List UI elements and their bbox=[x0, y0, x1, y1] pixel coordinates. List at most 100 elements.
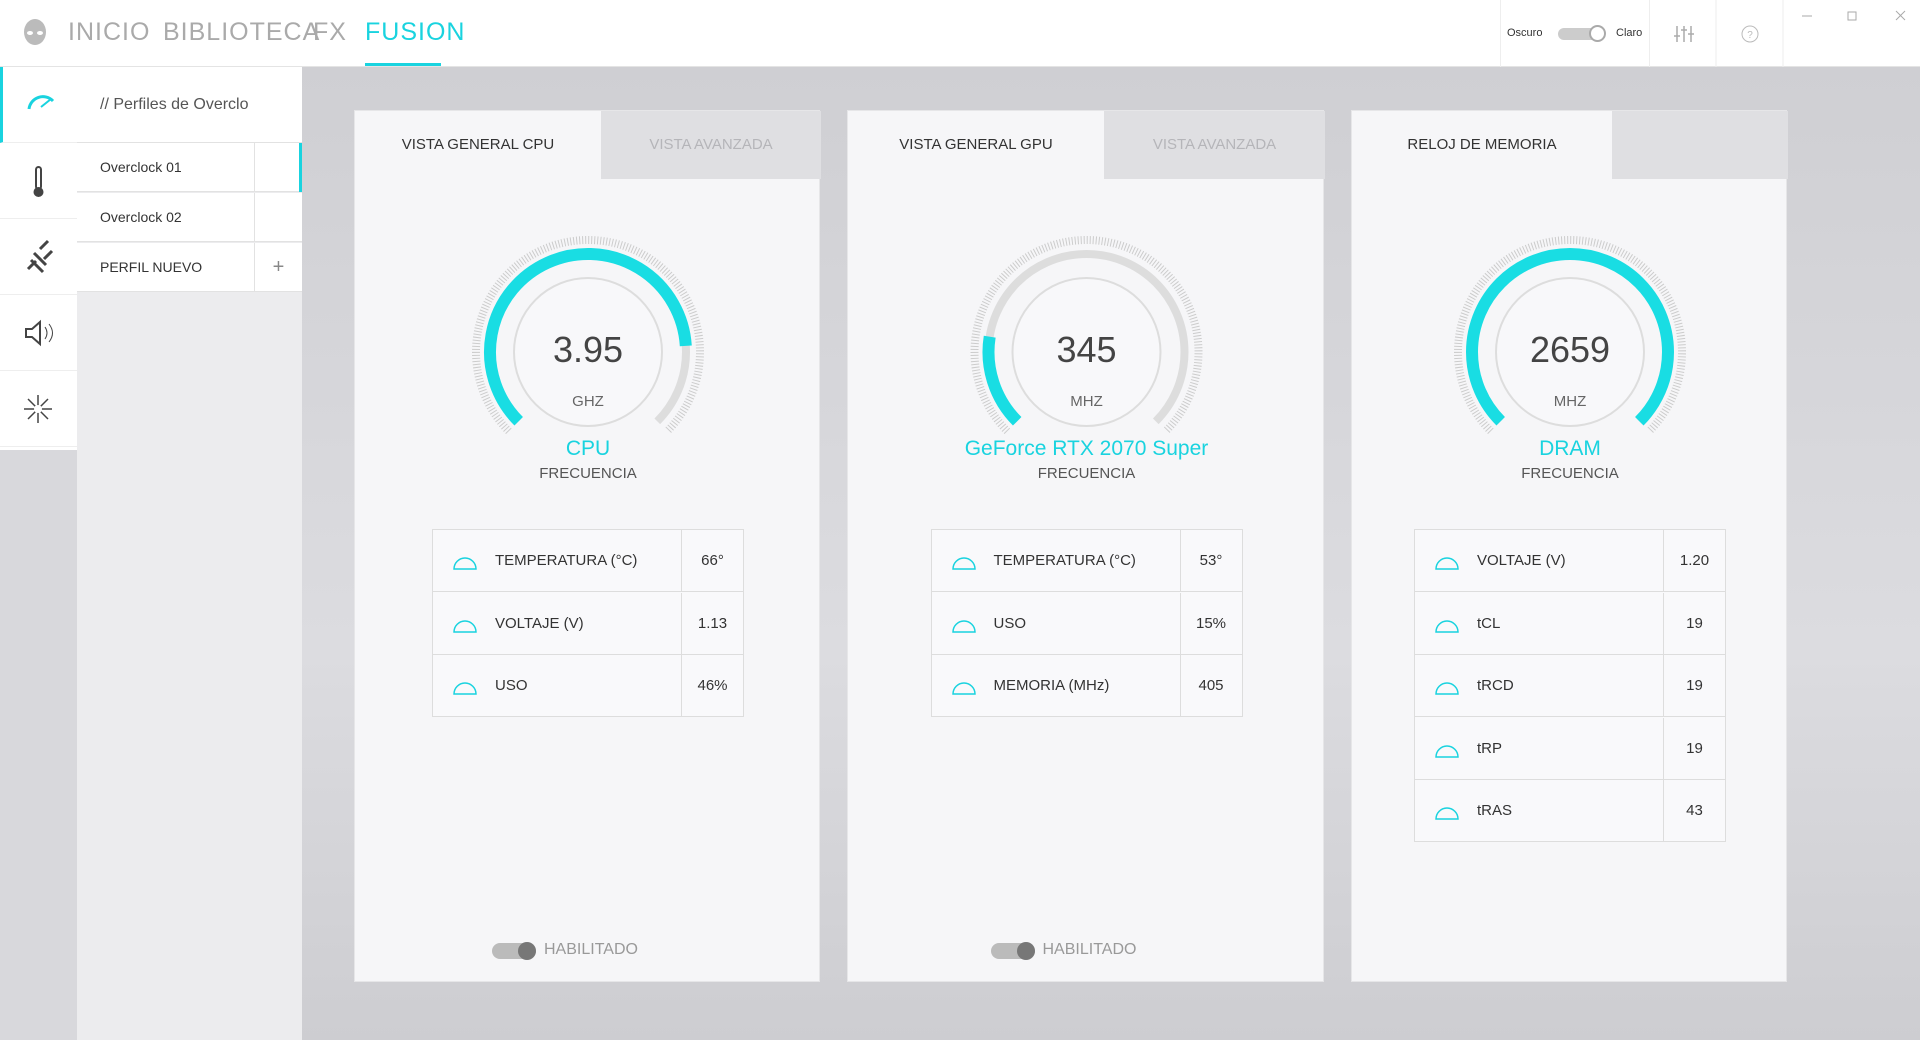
gauge-label: FRECUENCIA bbox=[1521, 465, 1619, 482]
row-icon bbox=[1435, 682, 1459, 695]
gauge bbox=[472, 236, 704, 435]
row-icon bbox=[951, 682, 976, 695]
row-label: USO bbox=[993, 614, 1027, 632]
toggle-label: HABILITADO bbox=[544, 941, 638, 958]
gauge-value: 3.95 bbox=[552, 329, 624, 370]
stats-row: USO 46% bbox=[433, 655, 743, 717]
gauge-label: FRECUENCIA bbox=[1037, 465, 1136, 482]
stats-table: TEMPERATURA (°C) 53° USO 15% MEMORIA (MHz) 40… bbox=[930, 529, 1243, 717]
panel-tab[interactable]: RELOJ DE MEMORIA bbox=[1407, 136, 1557, 153]
panel-tab[interactable]: VISTA AVANZADA bbox=[601, 111, 821, 179]
profile-label: PERFIL NUEVO bbox=[100, 259, 203, 275]
row-icon-shape bbox=[453, 557, 477, 570]
gauge-name: GeForce RTX 2070 Super bbox=[964, 437, 1209, 460]
row-label: VOLTAJE (V) bbox=[495, 614, 584, 632]
row-value: 19 bbox=[1663, 717, 1725, 780]
row-icon bbox=[453, 557, 477, 570]
stats-row: TEMPERATURA (°C) 66° bbox=[433, 530, 743, 592]
panel-tab[interactable]: VISTA GENERAL GPU bbox=[899, 136, 1053, 153]
row-value: 19 bbox=[1663, 592, 1725, 655]
theme-right: Claro bbox=[1616, 27, 1643, 39]
row-icon bbox=[1435, 557, 1459, 570]
gauge-label: FRECUENCIA bbox=[539, 465, 637, 482]
overclock-icon[interactable] bbox=[0, 67, 77, 143]
power-icon[interactable] bbox=[0, 219, 77, 295]
row-label: TEMPERATURA (°C) bbox=[495, 552, 638, 569]
enable-toggle[interactable]: HABILITADO bbox=[492, 941, 692, 961]
row-icon-shape bbox=[453, 682, 477, 695]
enable-toggle[interactable]: HABILITADO bbox=[990, 941, 1191, 961]
row-value: 1.13 bbox=[681, 592, 743, 655]
row-icon bbox=[453, 682, 477, 695]
help-button[interactable]: ? bbox=[1717, 0, 1784, 67]
settings-button[interactable] bbox=[1650, 0, 1717, 67]
theme-toggle[interactable]: Oscuro Claro bbox=[1500, 0, 1650, 67]
gauge-inner bbox=[1495, 277, 1645, 427]
toggle-knob bbox=[518, 942, 536, 960]
thermal-icon[interactable] bbox=[0, 143, 77, 219]
audio-icon[interactable] bbox=[0, 295, 77, 371]
row-icon bbox=[453, 619, 477, 633]
row-value: 1.20 bbox=[1663, 530, 1725, 592]
gauge-name: CPU bbox=[565, 437, 611, 460]
svg-text:?: ? bbox=[1747, 30, 1753, 41]
row-icon bbox=[1435, 807, 1459, 820]
row-icon bbox=[951, 619, 976, 633]
theme-left: Oscuro bbox=[1507, 27, 1543, 39]
row-label: VOLTAJE (V) bbox=[1477, 552, 1566, 569]
row-icon bbox=[1435, 619, 1459, 633]
stats-table: TEMPERATURA (°C) 66° VOLTAJE (V) 1.13 USO 46% bbox=[432, 529, 744, 717]
stats-row: MEMORIA (MHz) 405 bbox=[931, 655, 1242, 717]
profile-item[interactable]: Overclock 02 bbox=[77, 193, 302, 242]
toggle-knob bbox=[1016, 942, 1035, 960]
sidebar bbox=[0, 67, 77, 450]
active-underline bbox=[365, 63, 441, 66]
row-value: 66° bbox=[681, 530, 743, 592]
profile-label: Overclock 02 bbox=[100, 209, 182, 225]
stats-row: TEMPERATURA (°C) 53° bbox=[931, 530, 1242, 592]
gauge-fill bbox=[484, 248, 692, 426]
window-controls[interactable] bbox=[1784, 0, 1920, 40]
gauge-unit: GHZ bbox=[572, 393, 604, 410]
row-label: USO bbox=[495, 677, 528, 694]
row-value: 43 bbox=[1663, 780, 1725, 842]
tab-filler bbox=[1612, 111, 1788, 179]
gauge-inner bbox=[513, 277, 663, 427]
toggle-label: HABILITADO bbox=[1042, 941, 1137, 958]
row-icon-shape bbox=[1435, 807, 1459, 820]
row-label: TEMPERATURA (°C) bbox=[993, 552, 1136, 569]
logo bbox=[24, 19, 46, 45]
gauge-fill bbox=[982, 335, 1022, 426]
knob bbox=[1589, 25, 1606, 42]
stats-row: tRCD 19 bbox=[1415, 655, 1725, 717]
row-icon-shape bbox=[453, 619, 477, 633]
row-label: tRCD bbox=[1477, 677, 1514, 694]
row-icon-shape bbox=[1435, 682, 1459, 695]
row-label: MEMORIA (MHz) bbox=[993, 677, 1110, 694]
gauge-name: DRAM bbox=[1539, 437, 1601, 460]
row-icon-shape bbox=[951, 557, 976, 570]
panel: RELOJ DE MEMORIA 2659 MHZ DRAM FRECUENCIA VOL… bbox=[1351, 110, 1788, 982]
panel-tab[interactable]: VISTA GENERAL CPU bbox=[401, 136, 555, 153]
nav-tab[interactable]: BIBLIOTECA bbox=[163, 18, 321, 46]
gauge bbox=[1454, 236, 1686, 435]
main-area: VISTA GENERAL CPU VISTA AVANZADA 3.95 GHZ CP… bbox=[302, 67, 1920, 1040]
profile-item[interactable]: PERFIL NUEVO + bbox=[77, 243, 302, 292]
row-label: tRP bbox=[1477, 739, 1503, 757]
gauge bbox=[970, 236, 1203, 435]
lighting-icon[interactable] bbox=[0, 371, 77, 447]
nav-tab[interactable]: INICIO bbox=[68, 18, 151, 46]
profiles-title: // Perfiles de Overclo bbox=[77, 67, 302, 143]
row-label: tCL bbox=[1477, 614, 1501, 632]
profile-label: Overclock 01 bbox=[100, 159, 182, 175]
stats-table: VOLTAJE (V) 1.20 tCL 19 tRCD 19 tRP 19 tRAS 43 bbox=[1414, 529, 1726, 842]
profile-item[interactable]: Overclock 01 bbox=[77, 143, 302, 192]
row-icon-shape bbox=[1435, 744, 1459, 758]
stats-row: tRAS 43 bbox=[1415, 780, 1725, 842]
nav-tab[interactable]: FX bbox=[313, 18, 347, 46]
nav-tab[interactable]: FUSION bbox=[365, 18, 466, 46]
row-icon-shape bbox=[951, 682, 976, 695]
profiles-pane: // Perfiles de Overclo Overclock 01 Over… bbox=[77, 67, 302, 1040]
panel-tab[interactable]: VISTA AVANZADA bbox=[1104, 111, 1325, 179]
stats-row: tRP 19 bbox=[1415, 717, 1725, 780]
